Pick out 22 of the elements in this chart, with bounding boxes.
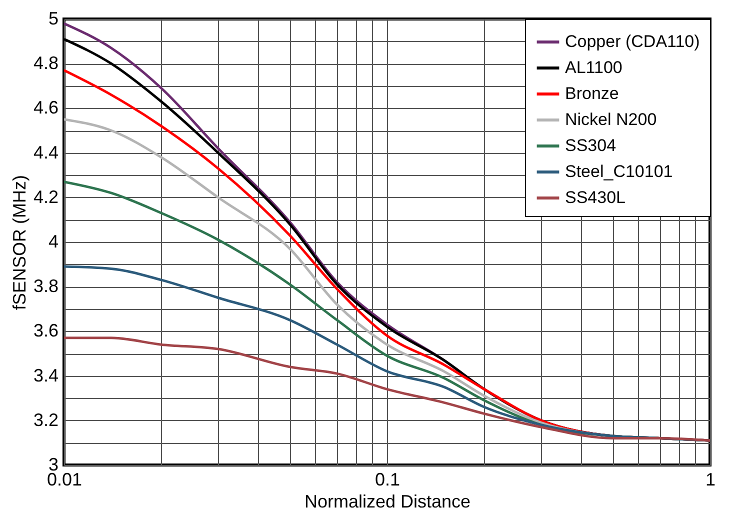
legend-label: Copper (CDA110) — [565, 32, 700, 51]
x-tick-label: 0.01 — [46, 470, 82, 490]
legend-label: SS304 — [565, 136, 616, 155]
x-tick-label: 1 — [705, 470, 716, 490]
y-axis-title: fSENSOR (MHz) — [9, 175, 30, 310]
y-tick-label: 5 — [48, 8, 58, 28]
legend-label: Steel_C10101 — [565, 162, 673, 181]
y-tick-label: 4 — [48, 232, 58, 252]
y-tick-label: 4.2 — [33, 186, 58, 207]
y-tick-label: 3.8 — [33, 276, 58, 296]
y-tick-label: 3.6 — [33, 320, 58, 341]
legend-label: Nickel N200 — [565, 110, 657, 129]
x-tick-label: 0.1 — [374, 470, 400, 490]
y-tick-label: 4.8 — [33, 53, 58, 74]
legend-label: AL1100 — [565, 58, 622, 77]
legend-label: SS430L — [565, 188, 626, 207]
x-axis-title: Normalized Distance — [304, 492, 471, 512]
legend-label: Bronze — [565, 84, 619, 103]
y-tick-label: 4.4 — [33, 142, 58, 162]
y-tick-label: 3.4 — [33, 365, 58, 386]
y-tick-label: 4.6 — [33, 98, 58, 118]
y-tick-label: 3.2 — [33, 410, 58, 430]
